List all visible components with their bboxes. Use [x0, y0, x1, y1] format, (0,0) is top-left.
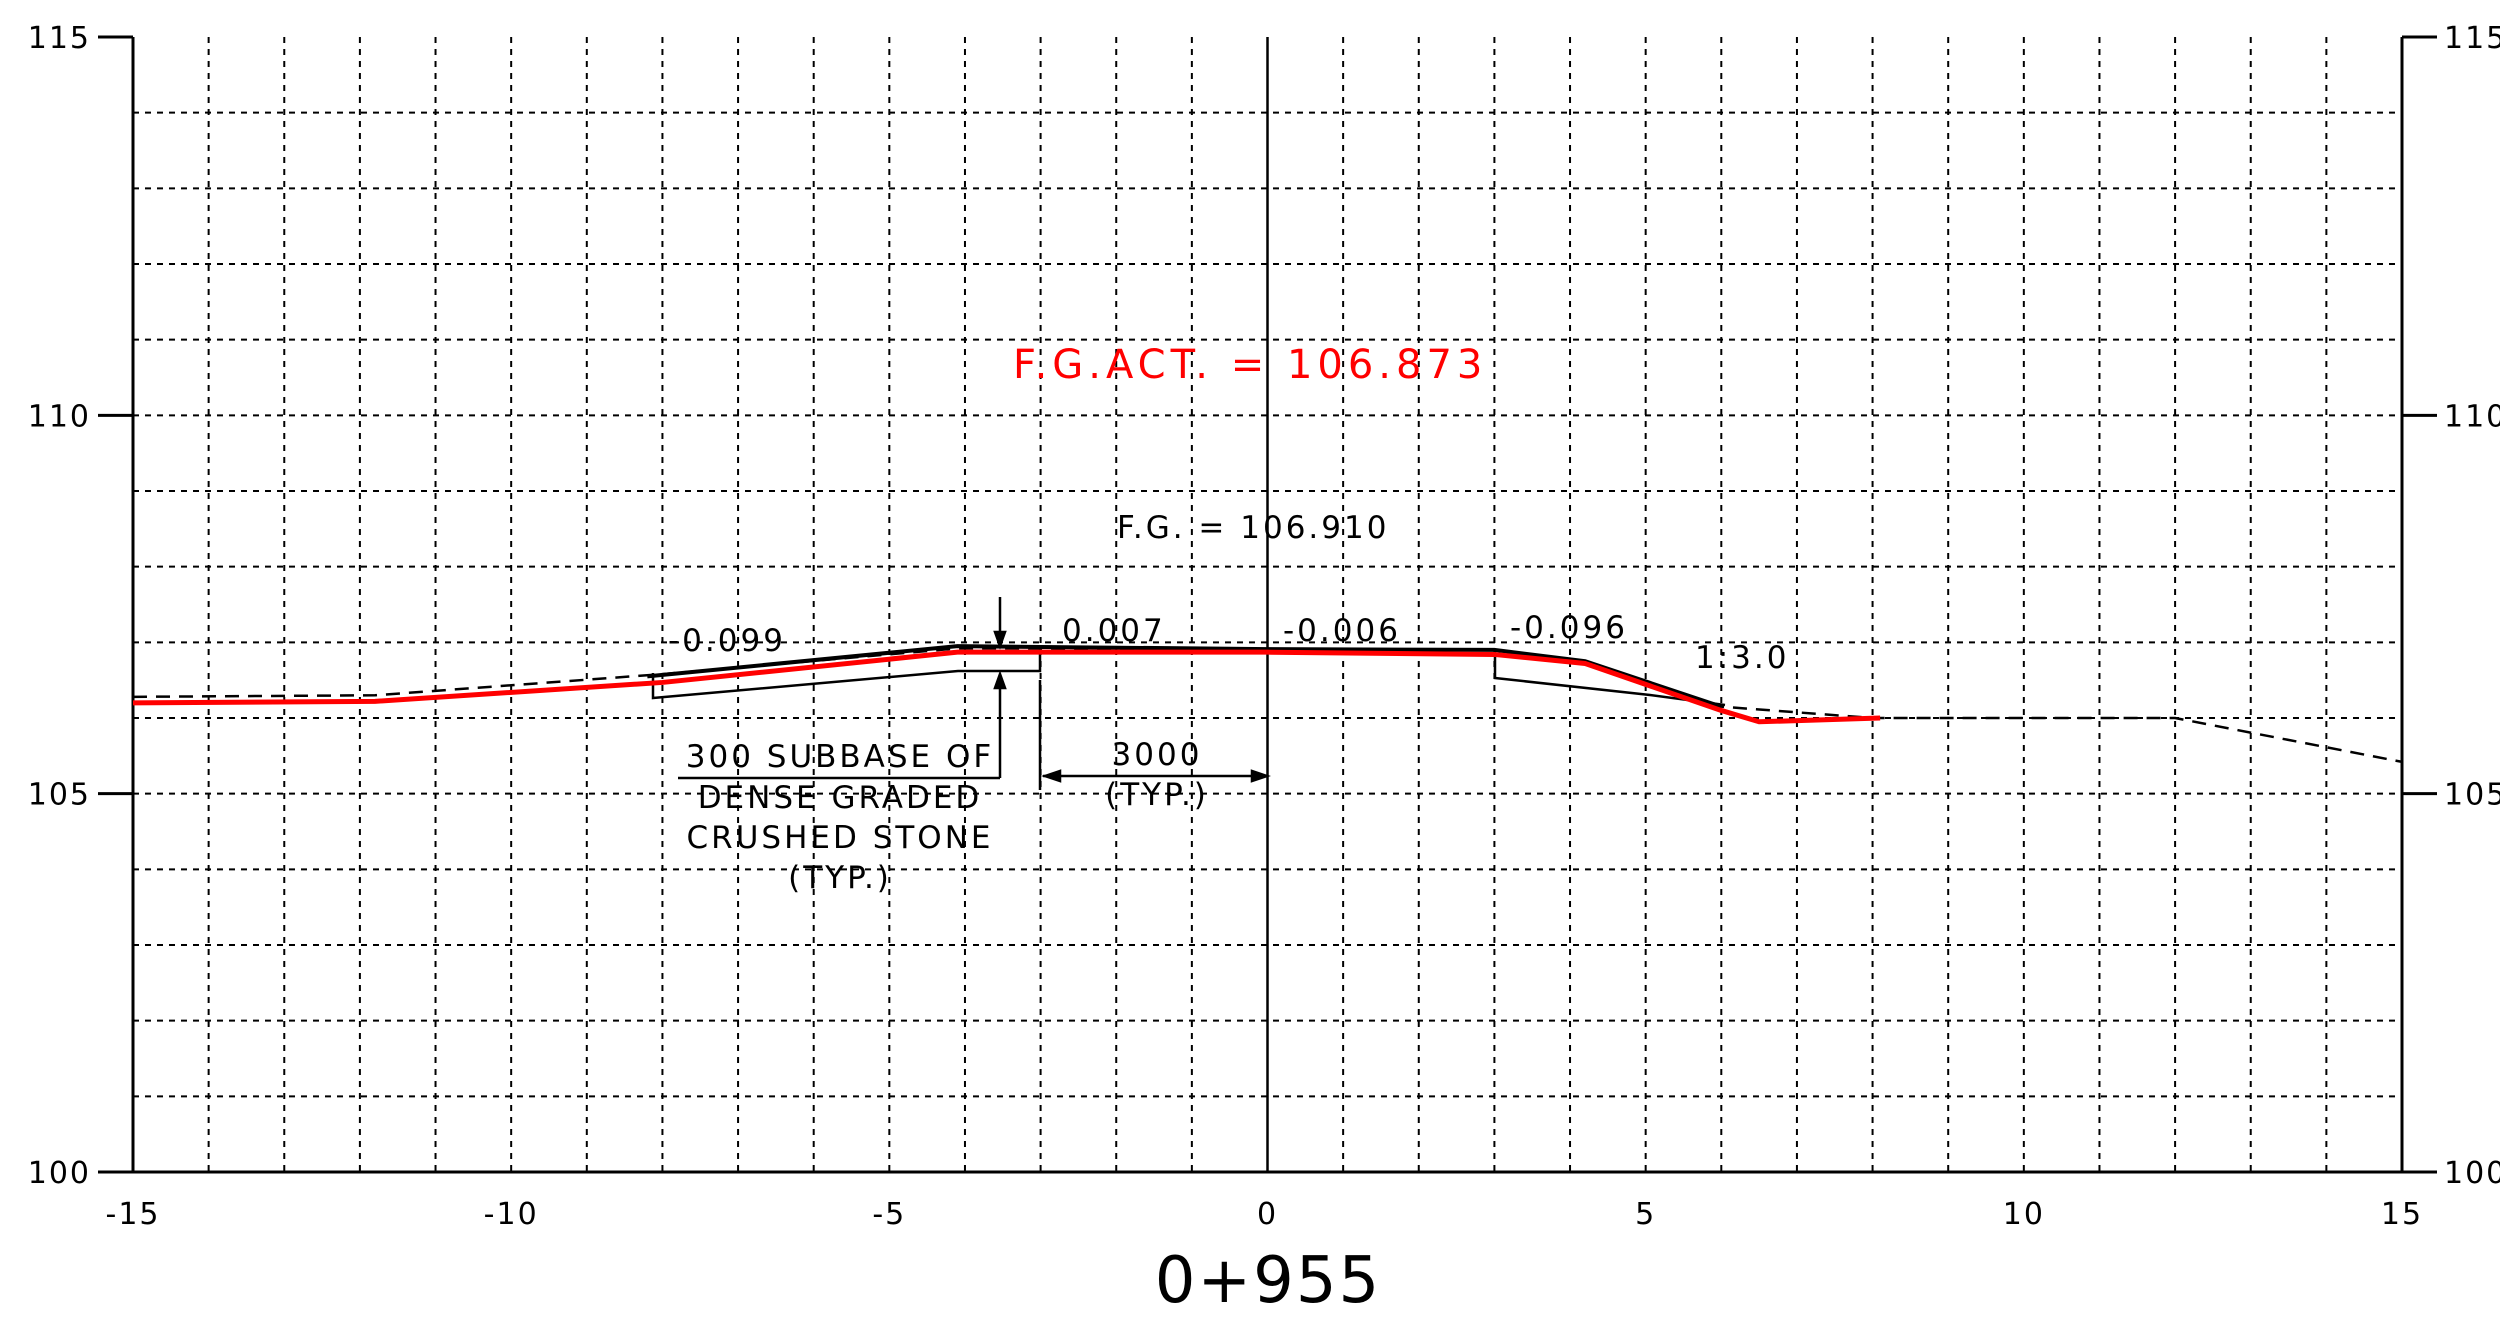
series-line-black-design: [647, 644, 1722, 709]
x-tick-label: 10: [2003, 1197, 2045, 1232]
side-slope-ratio: 1:3.0: [1695, 640, 1789, 676]
arrowhead-up: [993, 670, 1007, 690]
svg-text:3000: 3000: [1112, 737, 1203, 773]
arrowhead-right: [1250, 769, 1271, 783]
y-tick-label-left: 110: [28, 399, 91, 434]
arrowhead-down: [993, 630, 1007, 650]
grid: [133, 37, 2402, 1172]
series-line-red-solid: [132, 649, 1881, 725]
y-tick-label-right: 100: [2444, 1156, 2500, 1191]
svg-text:DENSE GRADED: DENSE GRADED: [698, 780, 983, 816]
slope-right-lane: -0.006: [1283, 613, 1401, 649]
y-tick-label-right: 115: [2444, 21, 2500, 56]
y-tick-label-right: 105: [2444, 778, 2500, 813]
left-subbase-outline: [651, 648, 1042, 700]
actual-grade-line: [132, 649, 1881, 725]
x-tick-label: 0: [1257, 1197, 1278, 1232]
y-tick-label-right: 110: [2444, 399, 2500, 434]
svg-text:(TYP.): (TYP.): [788, 860, 892, 896]
axes: [98, 35, 2437, 1174]
lane-width-note: 3000 (TYP.): [1105, 737, 1209, 813]
y-tick-label-left: 105: [28, 778, 91, 813]
x-tick-label: -10: [484, 1197, 539, 1232]
x-tick-label: -15: [106, 1197, 161, 1232]
subbase-note: 300 SUBBASE OF DENSE GRADED CRUSHED STON…: [686, 739, 994, 896]
svg-text:CRUSHED STONE: CRUSHED STONE: [687, 820, 994, 856]
y-tick-label-left: 100: [28, 1156, 91, 1191]
slope-left-lane: 0.007: [1062, 613, 1166, 649]
x-tick-label: -5: [872, 1197, 906, 1232]
y-tick-label-left: 115: [28, 21, 91, 56]
slope-left-shoulder: -0.099: [668, 623, 786, 659]
fg-actual-label: F.G.ACT. = 106.873: [1013, 342, 1487, 388]
design-grade-line: [647, 644, 1722, 709]
station-label: 0+955: [1155, 1244, 1382, 1318]
svg-text:(TYP.): (TYP.): [1105, 777, 1209, 813]
fg-design-label: F.G. = 106.910: [1117, 510, 1389, 546]
arrowhead-left: [1041, 769, 1062, 783]
x-tick-label: 15: [2381, 1197, 2423, 1232]
x-tick-label: 5: [1635, 1197, 1656, 1232]
tick-labels: -15 -10 -5 0 5 10 15 100 100 105 105 110 110 115 115: [28, 21, 2500, 1232]
slope-right-shoulder: -0.096: [1510, 610, 1628, 646]
svg-text:300 SUBBASE OF: 300 SUBBASE OF: [686, 739, 994, 775]
